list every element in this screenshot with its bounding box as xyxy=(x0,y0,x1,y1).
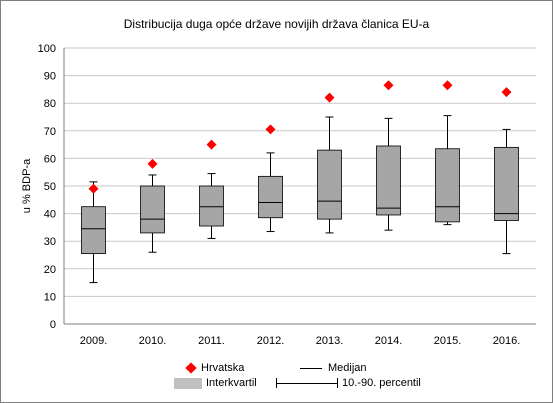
legend-label-interkvartil: Interkvartil xyxy=(206,377,257,389)
y-tick-label: 30 xyxy=(44,236,56,248)
hrvatska-marker xyxy=(265,124,276,135)
x-tick-label: 2012. xyxy=(257,335,285,347)
chart-title: Distribucija duga opće države novijih dr… xyxy=(123,17,430,31)
iqr-box xyxy=(494,146,519,221)
y-tick-label: 100 xyxy=(38,43,56,55)
hrvatska-marker xyxy=(442,80,453,91)
iqr-box xyxy=(376,145,401,216)
hrvatska-marker xyxy=(383,80,394,91)
hrvatska-marker xyxy=(324,92,335,103)
iqr-box xyxy=(258,175,283,219)
hrvatska-marker xyxy=(501,87,512,98)
hrvatska-marker xyxy=(88,183,99,194)
y-tick-label: 60 xyxy=(44,153,56,165)
hrvatska-marker xyxy=(206,139,217,150)
legend-item-percentil: 10.-90. percentil xyxy=(276,377,421,389)
x-tick-label: 2016. xyxy=(493,335,521,347)
y-tick-label: 40 xyxy=(44,209,56,221)
y-axis-label: u % BDP-a xyxy=(21,158,33,213)
legend-item-interkvartil: Interkvartil xyxy=(174,377,257,389)
legend-item-medijan: Medijan xyxy=(300,362,367,374)
x-tick-label: 2014. xyxy=(375,335,403,347)
iqr-box xyxy=(81,206,106,255)
iqr-box xyxy=(435,148,460,223)
x-tick-label: 2011. xyxy=(198,335,225,347)
x-tick-label: 2015. xyxy=(434,335,462,347)
legend-label-hrvatska: Hrvatska xyxy=(201,362,245,374)
x-tick-label: 2009. xyxy=(80,335,108,347)
y-tick-label: 50 xyxy=(44,181,56,193)
iqr-swatch-icon xyxy=(174,377,202,389)
legend-item-hrvatska: Hrvatska xyxy=(185,362,244,374)
y-tick-label: 10 xyxy=(44,291,56,303)
diamond-marker-icon xyxy=(185,362,197,374)
whisker-range-icon xyxy=(276,378,338,388)
y-tick-label: 20 xyxy=(44,264,56,276)
y-tick-label: 80 xyxy=(44,98,56,110)
y-tick-label: 0 xyxy=(50,319,56,331)
iqr-box xyxy=(140,185,165,234)
hrvatska-marker xyxy=(147,158,158,169)
x-tick-label: 2013. xyxy=(316,335,344,347)
legend-label-percentil: 10.-90. percentil xyxy=(342,377,421,389)
median-line-icon xyxy=(300,367,322,369)
iqr-box xyxy=(317,149,342,220)
iqr-box xyxy=(199,185,224,227)
legend-label-medijan: Medijan xyxy=(328,362,367,374)
y-tick-label: 70 xyxy=(44,126,56,138)
x-tick-label: 2010. xyxy=(139,335,167,347)
y-tick-label: 90 xyxy=(44,71,56,83)
